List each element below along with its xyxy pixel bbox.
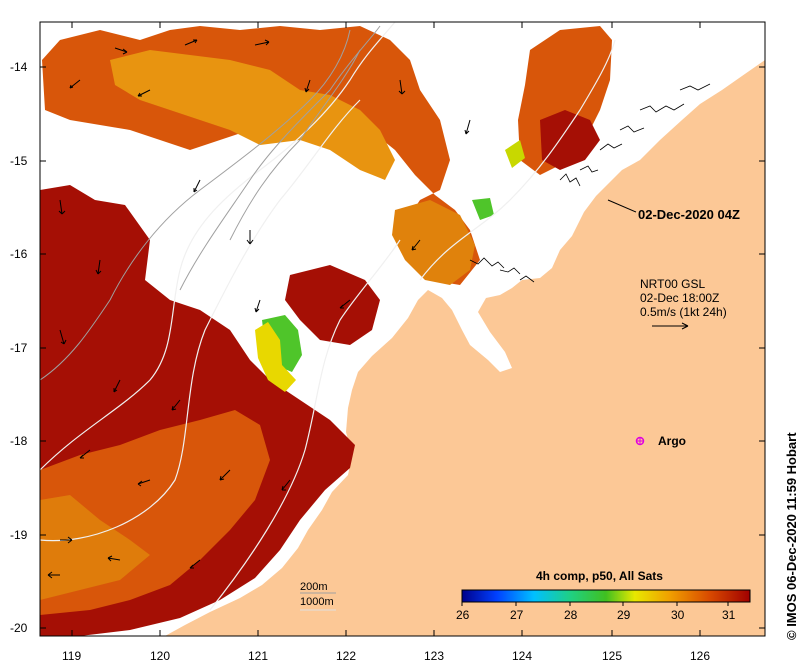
sst-yellow-patch-2 (505, 140, 525, 168)
colorbar-tick: 29 (617, 608, 631, 622)
lon-tick-label: 119 (62, 649, 81, 663)
colorbar-tick: 26 (456, 608, 470, 622)
imos-credit: © IMOS 06-Dec-2020 11:59 Hobart (784, 432, 799, 640)
lon-axis: 119 120 121 122 123 124 125 126 (62, 22, 710, 663)
current-scale-arrow-icon (652, 322, 689, 330)
argo-label: Argo (658, 434, 686, 448)
lat-tick-label: -15 (10, 154, 28, 168)
lon-tick-label: 124 (512, 649, 532, 663)
colorbar-gradient (461, 589, 751, 603)
isobath-label-200m: 200m (300, 581, 328, 593)
colorbar-tick: 31 (722, 608, 736, 622)
current-legend-line2: 02-Dec 18:00Z (640, 291, 719, 305)
lat-axis: -14 -15 -16 -17 -18 -19 -20 (10, 60, 765, 635)
date-label: 02-Dec-2020 04Z (638, 207, 740, 222)
lon-tick-label: 121 (248, 649, 268, 663)
sst-swath-center (392, 200, 475, 285)
plot-area (40, 22, 765, 636)
colorbar: 4h comp, p50, All Sats 26 27 28 29 30 31 (456, 569, 751, 622)
plot-frame (39, 21, 766, 637)
isobaths-grey (40, 25, 381, 381)
isobath-label-1000m: 1000m (300, 596, 334, 608)
isobaths (40, 22, 616, 611)
argo-marker-icon (635, 436, 645, 446)
lat-tick-label: -20 (10, 621, 28, 635)
lon-tick-label: 122 (336, 649, 356, 663)
sst-yellow-patch (255, 322, 296, 392)
colorbar-title: 4h comp, p50, All Sats (536, 569, 663, 583)
lat-tick-label: -18 (10, 434, 28, 448)
lat-tick-label: -19 (10, 528, 28, 542)
colorbar-tick: 27 (510, 608, 524, 622)
current-vectors (47, 39, 471, 579)
coastline-detail (469, 83, 711, 283)
lon-tick-label: 126 (690, 649, 710, 663)
sst-swath-north-mid (110, 50, 395, 180)
current-legend-line1: NRT00 GSL (640, 277, 705, 291)
sst-swath-ne-hot (540, 110, 600, 170)
lon-tick-label: 125 (602, 649, 622, 663)
date-leader-line (607, 199, 637, 213)
lon-tick-label: 123 (424, 649, 444, 663)
lat-tick-label: -16 (10, 247, 28, 261)
colorbar-tick: 28 (564, 608, 578, 622)
lat-tick-label: -17 (10, 341, 28, 355)
lat-tick-label: -14 (10, 60, 28, 74)
colorbar-tick: 30 (671, 608, 685, 622)
sst-swath-center-hot (285, 265, 380, 345)
lon-tick-label: 120 (150, 649, 170, 663)
current-legend-line3: 0.5m/s (1kt 24h) (640, 305, 727, 319)
land-mass (165, 22, 765, 636)
sst-green-patch-2 (472, 198, 494, 220)
sst-swath-west-mid (40, 495, 150, 600)
